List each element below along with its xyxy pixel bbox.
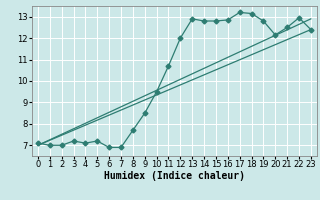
X-axis label: Humidex (Indice chaleur): Humidex (Indice chaleur) — [104, 171, 245, 181]
